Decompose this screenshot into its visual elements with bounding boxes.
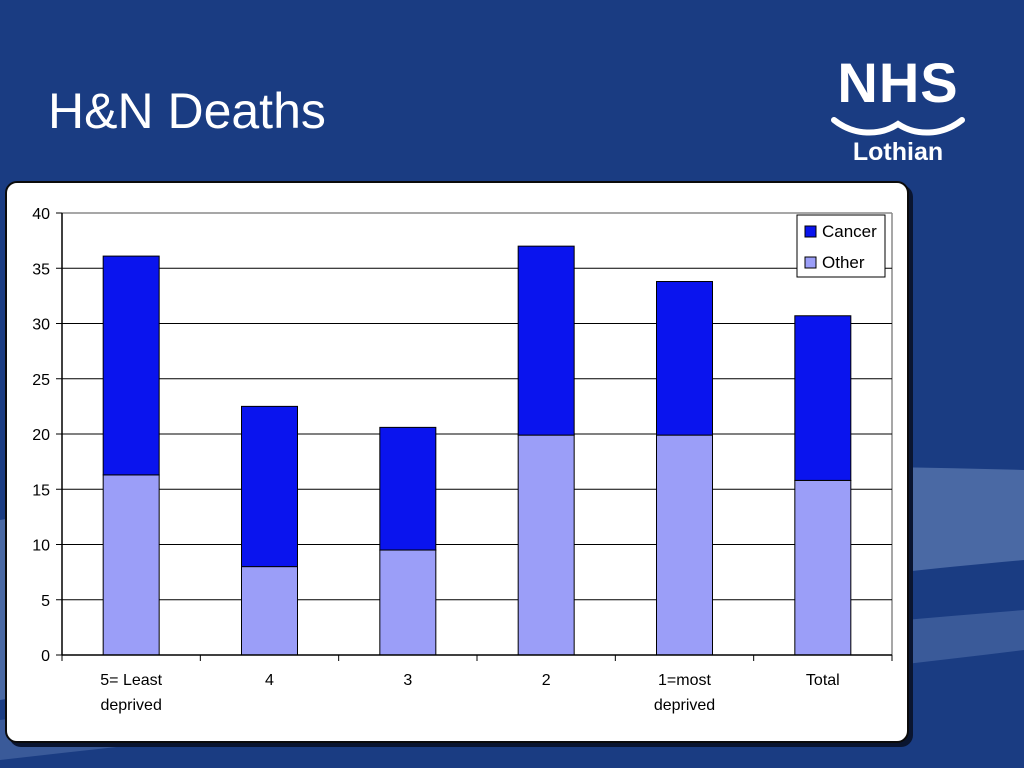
- y-tick-label: 30: [32, 317, 50, 334]
- legend-label-other: Other: [822, 253, 865, 272]
- bar-cancer: [517, 245, 575, 436]
- y-tick-label: 0: [41, 648, 50, 665]
- slide-title: H&N Deaths: [48, 83, 326, 139]
- gridlines: [62, 212, 893, 655]
- chart-panel: 0 5 10 15 20 25 30 35 40 5= Least deprived 4 3 2 1=mos…: [5, 181, 909, 743]
- bar-other: [517, 434, 575, 656]
- x-tick-label-line: deprived: [100, 697, 161, 714]
- y-tick-label: 10: [32, 538, 50, 555]
- bar-cancer: [379, 426, 437, 551]
- y-tick-label: 5: [41, 593, 50, 610]
- bar-other: [379, 549, 437, 656]
- stacked-bar-chart: 0 5 10 15 20 25 30 35 40 5= Least deprived 4 3 2 1=mos…: [32, 206, 893, 714]
- bars: [102, 245, 852, 656]
- legend-label-cancer: Cancer: [822, 222, 877, 241]
- x-tick-label: 5= Least deprived: [100, 672, 162, 714]
- bar-other: [241, 566, 298, 656]
- x-tick-label: 4: [265, 672, 274, 689]
- x-tick-label-line: 2: [542, 672, 551, 689]
- bar-cancer: [656, 281, 713, 436]
- bar-other: [102, 474, 160, 656]
- y-tick-label: 35: [32, 261, 50, 278]
- tick-labels: 0 5 10 15 20 25 30 35 40 5= Least deprived 4 3 2 1=mos…: [32, 206, 840, 714]
- x-tick-label-line: 4: [265, 672, 274, 689]
- bar-other: [656, 434, 713, 656]
- y-tick-label: 40: [32, 206, 50, 223]
- legend-swatch-other: [804, 256, 817, 269]
- x-tick-label-line: 3: [403, 672, 412, 689]
- x-tick-label: 1=most deprived: [654, 672, 715, 714]
- x-tick-label-line: 1=most: [658, 672, 711, 689]
- legend: Cancer Other: [796, 214, 886, 278]
- x-tick-label-line: Total: [806, 672, 840, 689]
- x-tick-label-line: deprived: [654, 697, 715, 714]
- bar-cancer: [794, 315, 852, 481]
- legend-swatch-cancer: [804, 225, 817, 238]
- x-tick-label: 2: [542, 672, 551, 689]
- bar-other: [794, 479, 852, 656]
- nhs-lothian-logo: NHS Lothian: [826, 52, 970, 170]
- bar-cancer: [102, 255, 160, 476]
- x-tick-label: 3: [403, 672, 412, 689]
- logo-nhs-text: NHS: [837, 51, 959, 114]
- nhs-wave-icon: [831, 117, 965, 136]
- axes: [56, 212, 893, 661]
- y-tick-label: 15: [32, 482, 50, 499]
- x-tick-label: Total: [806, 672, 840, 689]
- x-tick-label-line: 5= Least: [100, 672, 162, 689]
- bar-cancer: [241, 405, 298, 568]
- y-tick-label: 20: [32, 427, 50, 444]
- y-tick-label: 25: [32, 372, 50, 389]
- logo-region-text: Lothian: [852, 138, 944, 166]
